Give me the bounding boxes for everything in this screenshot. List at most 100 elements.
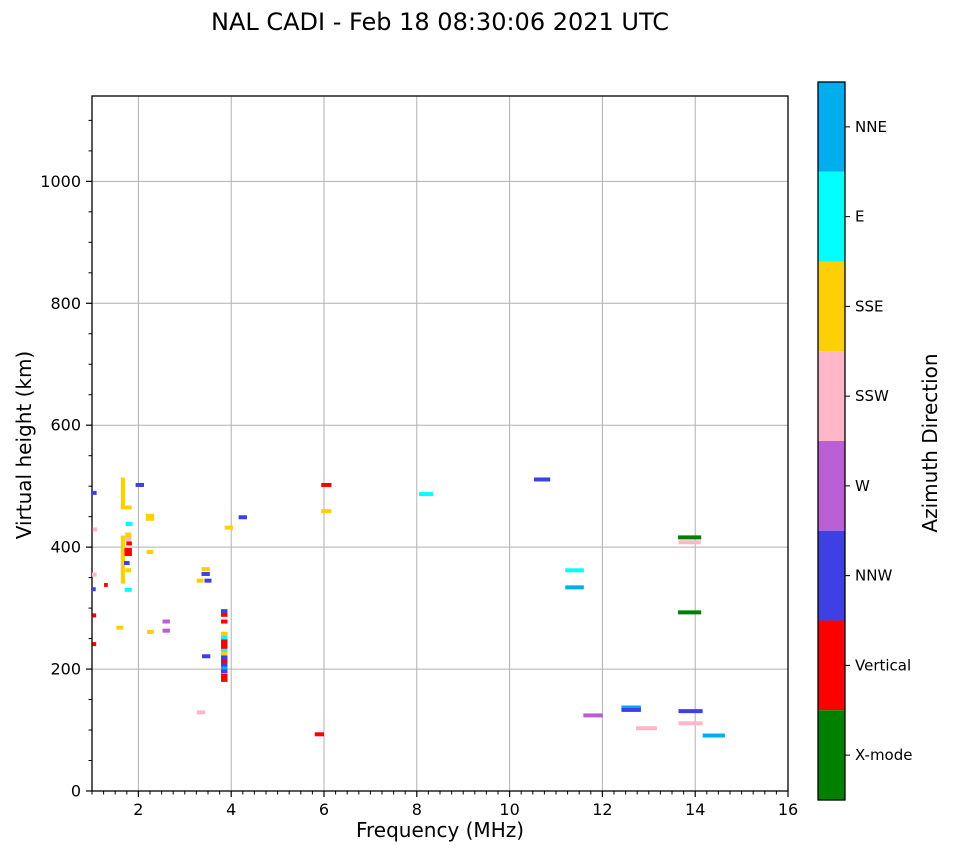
data-point-sse (116, 625, 124, 630)
colorbar-label-e: E (855, 208, 864, 226)
data-bar-sse (120, 535, 125, 584)
y-tick-label: 400 (50, 538, 81, 557)
x-tick-label: 2 (133, 800, 143, 819)
data-point-sse (145, 513, 155, 521)
data-point-sse (146, 550, 154, 555)
data-point-w (583, 713, 603, 718)
data-point-vertical (104, 582, 108, 587)
data-point-ssw (678, 540, 701, 545)
plot-border (91, 95, 789, 792)
data-point-sse (201, 567, 210, 572)
y-tick-label: 600 (50, 416, 81, 435)
data-point-nne (702, 733, 725, 738)
data-point-vertical (126, 541, 132, 546)
data-point-nnw (220, 609, 228, 614)
data-point-nnw (92, 490, 97, 495)
data-point-ssw (678, 721, 703, 726)
colorbar-segment-w (818, 441, 845, 531)
data-point-sse (146, 629, 154, 634)
chart-title: NAL CADI - Feb 18 08:30:06 2021 UTC (210, 8, 669, 36)
data-point-nnw (201, 654, 211, 659)
data-bar-vertical (220, 673, 228, 682)
x-tick-label: 6 (319, 800, 329, 819)
y-tick-label: 0 (71, 782, 81, 801)
colorbar-label-x-mode: X-mode (855, 746, 912, 764)
data-point-nne (565, 585, 584, 590)
data-point-w (162, 628, 170, 633)
x-tick-label: 8 (412, 800, 422, 819)
data-point-e (565, 568, 584, 573)
colorbar-segment-nne (818, 82, 845, 172)
colorbar-segment-e (818, 171, 845, 262)
colorbar-border (817, 81, 846, 801)
x-tick-label: 12 (592, 800, 612, 819)
data-point-nnw (135, 482, 144, 487)
data-point-sse (196, 578, 204, 583)
data-point-nnw (220, 655, 228, 660)
colorbar-label-nnw: NNW (855, 567, 892, 585)
data-point-e (419, 492, 434, 497)
data-point-ssw (125, 537, 131, 542)
data-point-nne (220, 666, 228, 671)
y-tick-label: 800 (50, 294, 81, 313)
colorbar-segment-nnw (818, 530, 845, 621)
data-point-vertical (220, 612, 228, 617)
x-tick-label: 16 (778, 800, 798, 819)
data-point-sse (220, 631, 228, 636)
data-point-sse (125, 568, 131, 573)
y-tick-label: 200 (50, 660, 81, 679)
data-point-e (220, 648, 228, 653)
data-point-nnw (621, 707, 641, 712)
data-point-ssw (636, 726, 657, 731)
data-point-nnw (678, 709, 703, 714)
x-tick-label: 14 (685, 800, 705, 819)
colorbar-segment-sse (818, 261, 845, 352)
colorbar-label-w: W (855, 477, 870, 495)
data-point-vertical (321, 482, 332, 487)
data-point-ssw (92, 527, 98, 532)
colorbar-label-ssw: SSW (855, 387, 889, 405)
data-point-sse (124, 505, 132, 510)
data-point-sse (224, 525, 234, 530)
data-bar-sse (125, 532, 132, 540)
colorbar-label-nne: NNE (855, 118, 887, 136)
data-point-nnw (220, 662, 228, 667)
x-tick-label: 10 (499, 800, 519, 819)
x-tick-label: 4 (226, 800, 236, 819)
data-bar-sse (120, 477, 125, 510)
data-point-nnw (124, 560, 130, 565)
data-point-e (125, 521, 133, 526)
colorbar-label-sse: SSE (855, 297, 884, 315)
colorbar-segment-vertical (818, 620, 845, 711)
y-axis-label: Virtual height (km) (12, 350, 36, 540)
data-point-nnw (238, 515, 247, 520)
data-point-sse (220, 651, 228, 656)
x-axis-label: Frequency (MHz) (355, 818, 525, 842)
colorbar-segment-ssw (818, 351, 845, 441)
data-point-nnw (201, 571, 210, 576)
y-tick-label: 1000 (40, 172, 81, 191)
colorbar-axis-label: Azimuth Direction (918, 353, 942, 533)
data-point-e (124, 587, 132, 592)
data-point-e (220, 635, 228, 640)
data-point-ssw (196, 710, 206, 715)
data-point-nne (621, 705, 641, 710)
data-point-ssw (92, 572, 97, 577)
data-point-w (162, 619, 170, 624)
data-point-vertical (92, 613, 97, 618)
data-point-sse (321, 509, 332, 514)
data-point-vertical (220, 659, 228, 664)
data-point-x-mode (678, 535, 702, 540)
data-point-nnw (91, 587, 96, 592)
colorbar-label-vertical: Vertical (855, 656, 911, 674)
data-point-nnw (533, 477, 551, 482)
data-point-x-mode (678, 610, 702, 615)
data-point-vertical (220, 619, 228, 624)
data-point-vertical (124, 548, 132, 557)
data-point-vertical (92, 642, 97, 647)
data-point-nnw (204, 578, 212, 583)
data-point-nnw (220, 669, 228, 674)
data-bar-vertical (220, 639, 228, 650)
